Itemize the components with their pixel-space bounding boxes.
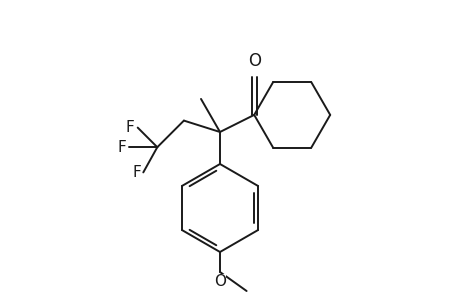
Text: F: F [118, 140, 126, 155]
Text: O: O [213, 274, 225, 289]
Text: F: F [126, 120, 134, 135]
Text: F: F [132, 165, 141, 180]
Text: O: O [247, 52, 260, 70]
